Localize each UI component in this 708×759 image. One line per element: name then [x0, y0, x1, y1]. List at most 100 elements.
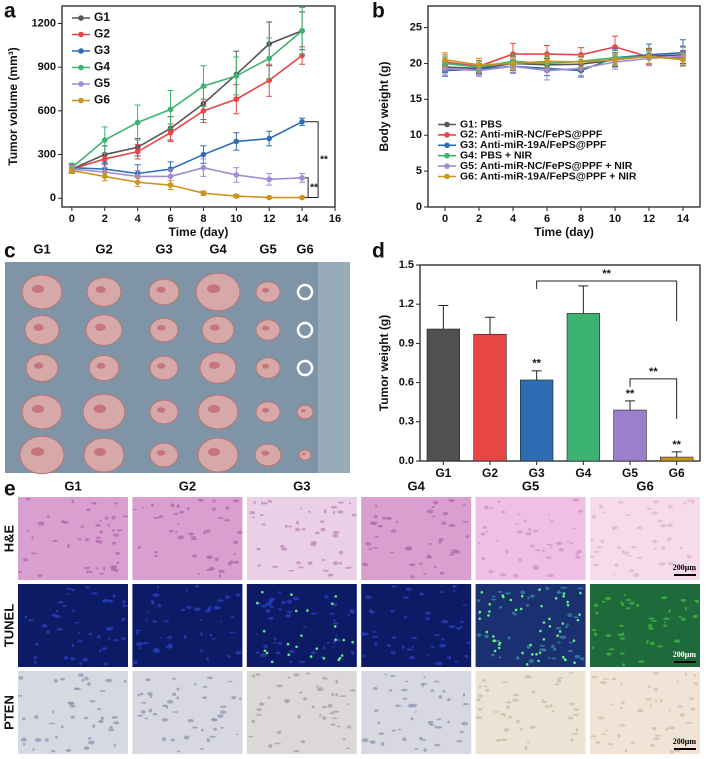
tumor [255, 281, 281, 303]
series-line [71, 169, 303, 199]
cell [213, 605, 220, 610]
cell [33, 660, 37, 664]
tumor-spot [93, 404, 107, 414]
cell [410, 717, 414, 721]
cell [369, 740, 376, 744]
cell [480, 532, 486, 536]
cell [441, 619, 449, 624]
marker [200, 164, 207, 171]
cell [170, 503, 175, 508]
x-tick-label: 14 [296, 213, 309, 225]
positive-cell [562, 594, 565, 598]
cell [430, 689, 435, 693]
legend-marker [78, 64, 84, 71]
tumor [255, 357, 281, 379]
micrograph [475, 671, 586, 754]
cell [394, 704, 402, 708]
annotation: ** [310, 182, 318, 193]
cell [20, 737, 27, 742]
cell [501, 681, 509, 684]
group-label: G2 [95, 241, 112, 256]
cell [573, 708, 580, 712]
cell [218, 569, 225, 573]
cell [568, 641, 574, 644]
group-label: G4 [209, 241, 227, 256]
cell [86, 569, 89, 574]
micrograph [475, 584, 586, 667]
cell [478, 541, 481, 545]
cell [86, 682, 91, 687]
y-tick-label: 1.5 [399, 259, 414, 271]
cell [264, 602, 272, 607]
cell [99, 530, 103, 534]
marker [101, 173, 108, 180]
cell [96, 635, 101, 639]
marker [200, 190, 207, 196]
bracket [536, 280, 678, 321]
x-axis-label: Time (day) [534, 225, 594, 239]
cell [284, 700, 290, 704]
cell [495, 540, 499, 542]
tumor [298, 449, 312, 461]
cell [410, 636, 418, 640]
cell [83, 716, 89, 720]
cell [387, 643, 391, 648]
cell [170, 738, 175, 742]
y-tick-label: 300 [38, 148, 56, 160]
cell [141, 506, 145, 509]
cell [205, 609, 211, 613]
cell [321, 716, 327, 720]
cell [433, 634, 441, 637]
cell [79, 661, 82, 666]
cell [501, 738, 508, 742]
marker [134, 179, 141, 186]
cell [110, 565, 118, 569]
cell [375, 504, 378, 508]
cell [261, 604, 267, 608]
cell [137, 693, 140, 697]
y-tick-label: 1200 [32, 17, 56, 29]
tumor [199, 352, 237, 384]
positive-cell [519, 607, 523, 611]
positive-cell [340, 654, 344, 657]
cell [257, 564, 262, 567]
cell [507, 715, 513, 719]
cell [568, 702, 575, 706]
series-line [444, 55, 684, 66]
cell [311, 612, 317, 615]
cell [161, 718, 168, 722]
cell [520, 727, 523, 732]
cell [549, 546, 552, 549]
cell [345, 747, 350, 750]
cell [175, 530, 178, 533]
cell [172, 692, 177, 697]
cell [83, 566, 91, 569]
cell [191, 537, 197, 541]
cell [310, 542, 317, 547]
cell [592, 514, 597, 519]
cell [41, 624, 48, 628]
cell [523, 519, 527, 523]
cell [176, 687, 180, 691]
cell [361, 562, 368, 566]
cell [116, 561, 120, 565]
y-tick-label: 0.3 [399, 416, 414, 428]
cell [690, 707, 696, 711]
marker [266, 55, 273, 62]
column-label: G2 [179, 478, 196, 493]
cell [152, 712, 158, 716]
cell [300, 507, 303, 510]
cell [485, 688, 490, 692]
cell [427, 720, 434, 725]
legend-marker [78, 15, 84, 21]
tumor [197, 437, 239, 473]
cell [179, 510, 185, 514]
legend-marker [444, 152, 450, 159]
positive-cell [294, 609, 298, 613]
cell [360, 631, 366, 636]
cell [288, 569, 295, 572]
cell [72, 609, 75, 613]
cell [488, 569, 494, 574]
tumor-spot [34, 362, 44, 369]
